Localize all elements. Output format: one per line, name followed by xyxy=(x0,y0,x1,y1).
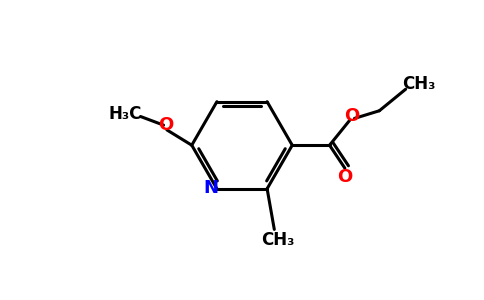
Text: O: O xyxy=(158,116,173,134)
Text: O: O xyxy=(344,107,359,125)
Text: N: N xyxy=(203,179,218,197)
Text: O: O xyxy=(337,168,352,186)
Text: CH₃: CH₃ xyxy=(261,231,295,249)
Text: CH₃: CH₃ xyxy=(402,76,436,94)
Text: H₃C: H₃C xyxy=(108,105,142,123)
